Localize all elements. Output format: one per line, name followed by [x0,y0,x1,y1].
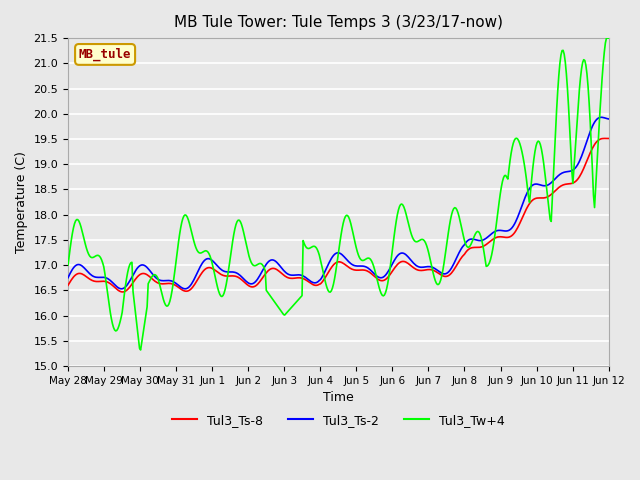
Y-axis label: Temperature (C): Temperature (C) [15,151,28,253]
Legend: Tul3_Ts-8, Tul3_Ts-2, Tul3_Tw+4: Tul3_Ts-8, Tul3_Ts-2, Tul3_Tw+4 [167,409,509,432]
Text: MB_tule: MB_tule [79,48,131,61]
X-axis label: Time: Time [323,391,354,404]
Title: MB Tule Tower: Tule Temps 3 (3/23/17-now): MB Tule Tower: Tule Temps 3 (3/23/17-now… [174,15,503,30]
